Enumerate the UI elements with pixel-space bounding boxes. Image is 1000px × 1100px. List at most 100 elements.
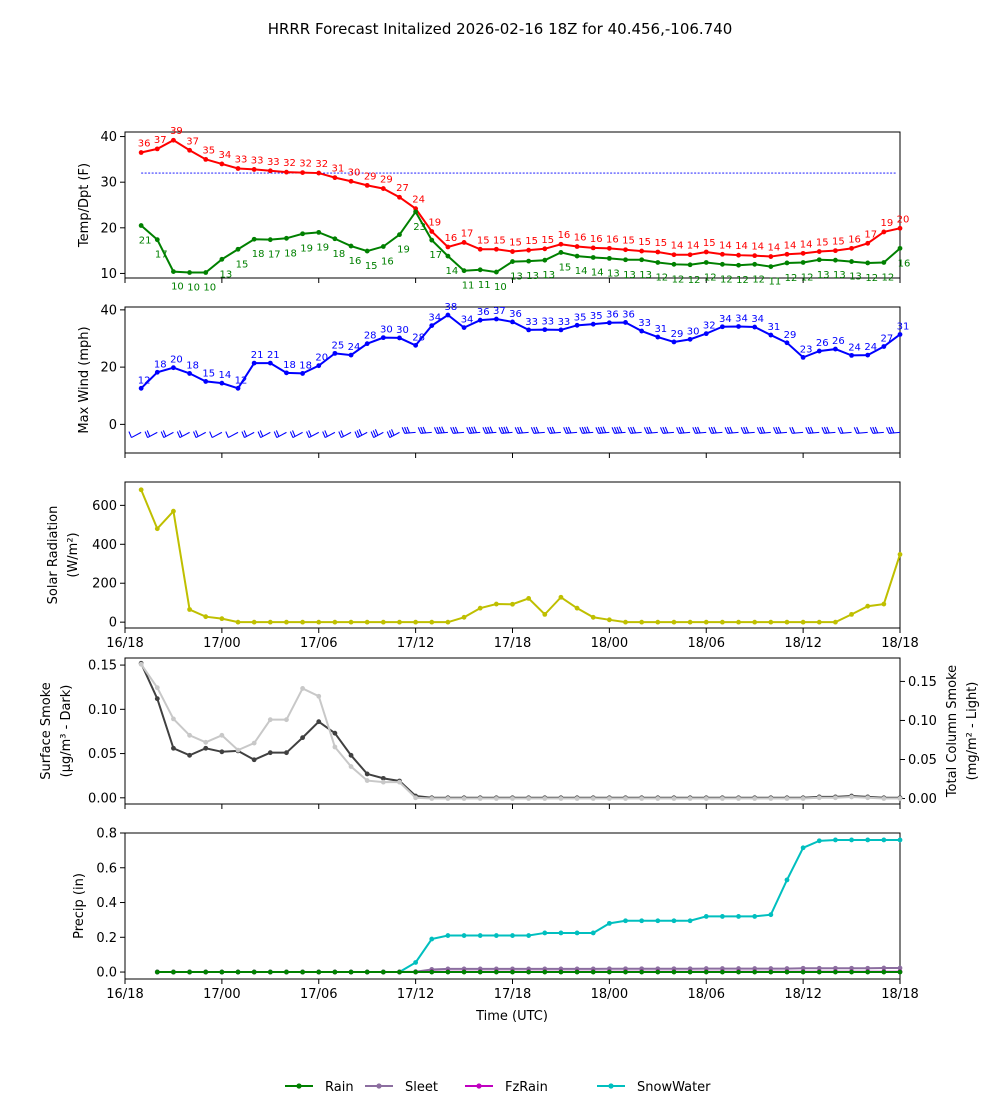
snowwater-data-point: [816, 838, 822, 844]
wind-barb-flag: [584, 426, 588, 434]
snowwater-data-point: [429, 936, 435, 942]
rain-data-point: [558, 969, 564, 975]
rain-data-point: [768, 969, 774, 975]
max-wind-data-point: [267, 360, 273, 366]
dewpoint-data-label: 14: [591, 267, 604, 278]
snowwater-data-point: [881, 837, 887, 843]
wind-barb-staff: [695, 431, 707, 434]
rain-data-point: [316, 969, 322, 975]
wind-barb-icon: [160, 430, 174, 439]
wind-barb-flag: [789, 427, 793, 434]
dewpoint-data-point: [203, 270, 209, 275]
temperature-data-label: 16: [445, 233, 458, 244]
wind-barb-icon: [805, 426, 820, 434]
wind-barb-flag: [777, 426, 782, 434]
solar-radiation-data-point: [736, 619, 741, 625]
temperature-data-label: 33: [251, 155, 264, 166]
dewpoint-data-point: [526, 258, 532, 264]
total-column-smoke-data-point: [510, 796, 515, 801]
temperature-data-label: 17: [864, 229, 877, 240]
temperature-data-label: 29: [380, 175, 393, 186]
wind-barb-flag: [659, 427, 664, 434]
dewpoint-data-point: [510, 259, 515, 264]
wind-barb-icon: [530, 426, 545, 434]
total-column-smoke-data-point: [154, 685, 160, 691]
wind-barb-staff: [147, 431, 158, 439]
wind-barb-flag: [289, 431, 294, 438]
wind-barb-icon: [193, 430, 206, 439]
solar-radiation-data-point: [138, 487, 144, 493]
wind-barb-staff: [840, 431, 852, 434]
snowwater-data-point: [493, 933, 499, 938]
y-axis-label: Max Wind (mph): [77, 326, 92, 433]
wind-barb-icon: [563, 426, 578, 434]
dewpoint-data-point: [639, 257, 645, 263]
surface-smoke-data-point: [171, 745, 176, 751]
rain-data-point: [413, 969, 419, 975]
temperature-data-label: 32: [299, 159, 312, 170]
temperature-data-label: 15: [638, 237, 651, 248]
dewpoint-data-point: [477, 267, 483, 273]
wind-barb-staff: [131, 431, 142, 439]
total-column-smoke-data-point: [138, 661, 144, 667]
rain-data-point: [235, 969, 241, 975]
wind-barb-staff: [775, 431, 788, 434]
max-wind-data-point: [235, 385, 241, 391]
total-column-smoke-data-point: [187, 732, 192, 738]
rain-data-point: [187, 969, 192, 975]
wind-barb-flag: [433, 427, 438, 434]
wind-barb-flag: [306, 431, 310, 438]
wind-barb-icon: [659, 426, 675, 434]
max-wind-data-point: [671, 339, 677, 345]
wind-barb-icon: [417, 426, 432, 434]
temperature-data-label: 32: [283, 158, 296, 169]
y-axis-label: Solar Radiation (W/m²): [46, 506, 81, 605]
wind-barb-staff: [357, 431, 368, 439]
max-wind-data-label: 27: [880, 334, 893, 345]
dewpoint-data-label: 10: [171, 282, 184, 293]
dewpoint-data-label: 12: [785, 273, 798, 284]
legend-item-rain: Rain: [285, 1080, 354, 1095]
x-tick-label: 18/00: [591, 636, 628, 651]
y-tick-label: 0.00: [88, 791, 117, 806]
temperature-data-point: [768, 254, 774, 259]
wind-barb-flag: [422, 426, 427, 434]
solar-radiation-data-point: [510, 601, 515, 607]
sleet-data-point: [833, 965, 838, 971]
dewpoint-data-point: [348, 243, 354, 249]
rain-data-point: [284, 969, 289, 975]
total-column-smoke-data-point: [671, 796, 677, 801]
dewpoint-data-point: [542, 257, 548, 263]
wind-barb-flag: [438, 426, 443, 434]
dewpoint-data-label: 11: [462, 281, 475, 292]
y-right-tick-label: 0.05: [908, 753, 937, 768]
dewpoint-data-label: 19: [300, 244, 313, 255]
precip-panel: 16/18 17/00 17/06 17/12 17/18 18/00 18/06 18/12…: [72, 827, 919, 1003]
solar-radiation-data-point: [284, 619, 289, 625]
wind-barb-flag: [759, 426, 763, 434]
wind-barb-flag: [648, 426, 653, 434]
x-tick-label: 18/06: [688, 987, 725, 1002]
solar-radiation-data-point: [380, 619, 386, 625]
solar-radiation-data-point: [429, 619, 435, 625]
dewpoint-data-label: 17: [429, 250, 442, 261]
max-wind-data-label: 24: [848, 342, 861, 353]
max-wind-data-label: 34: [461, 315, 474, 326]
wind-barb-icon: [498, 426, 513, 434]
y-tick-label: 30: [100, 176, 117, 191]
rain-data-point: [703, 969, 709, 975]
wind-barb-flag: [597, 426, 602, 434]
dewpoint-data-point: [445, 253, 451, 259]
solar-radiation-data-point: [316, 619, 322, 625]
wind-barb-flag: [505, 426, 510, 433]
wind-barb-icon: [643, 426, 658, 434]
solar-radiation-data-point: [542, 611, 548, 617]
wind-barb-flag: [417, 427, 422, 434]
total-column-smoke-data-point: [719, 796, 725, 801]
solar-radiation-data-point: [348, 619, 354, 625]
rain-data-point: [397, 969, 402, 975]
wind-barb-staff: [582, 431, 594, 434]
dewpoint-data-label: 14: [446, 266, 459, 277]
dewpoint-data-point: [752, 261, 758, 267]
dewpoint-data-label: 12: [704, 272, 717, 283]
